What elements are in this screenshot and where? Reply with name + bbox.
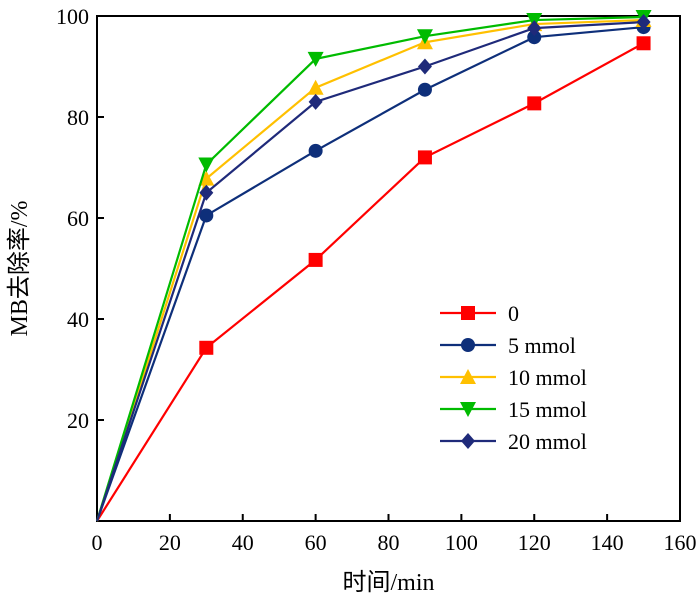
- legend-item: 0: [440, 301, 519, 326]
- legend-label: 15 mmol: [508, 397, 587, 422]
- x-tick-label: 160: [664, 530, 697, 555]
- data-point-marker: [307, 79, 324, 95]
- legend-marker: [460, 402, 476, 417]
- y-axis-title: MB去除率/%: [6, 200, 33, 336]
- x-tick-label: 0: [92, 530, 103, 555]
- data-point-marker: [416, 29, 433, 45]
- x-tick-label: 60: [305, 530, 327, 555]
- x-axis-title: 时间/min: [342, 569, 434, 596]
- data-point-marker: [527, 96, 542, 111]
- legend-item: 15 mmol: [440, 397, 587, 422]
- data-point-marker: [308, 93, 323, 110]
- axes: [96, 15, 681, 522]
- data-point-marker: [417, 58, 432, 75]
- legend-marker: [461, 338, 475, 352]
- legend-marker: [460, 369, 476, 384]
- series-line: [95, 20, 644, 522]
- data-point-marker: [308, 143, 323, 158]
- legend-label: 0: [508, 301, 519, 326]
- series-line: [96, 42, 645, 522]
- y-tick-label: 60: [67, 206, 89, 231]
- plot-area-frame: [96, 15, 681, 522]
- data-point-marker: [307, 51, 324, 67]
- x-tick-label: 120: [518, 530, 551, 555]
- legend-item: 5 mmol: [440, 333, 576, 358]
- series-line: [95, 18, 644, 522]
- data-point-marker: [417, 150, 432, 165]
- data-point-marker: [199, 340, 214, 355]
- data-point-marker: [198, 170, 215, 186]
- data-point-marker: [198, 157, 215, 173]
- data-point-marker: [527, 30, 542, 45]
- series-layer: [95, 10, 652, 522]
- legend-label: 5 mmol: [508, 333, 576, 358]
- y-tick-label: 40: [67, 307, 89, 332]
- data-point-marker: [636, 36, 651, 51]
- series-line: [95, 26, 644, 522]
- y-tick-label: 20: [67, 408, 89, 433]
- legend-label: 10 mmol: [508, 365, 587, 390]
- legend: 0 5 mmol 10 mmol 15 mmol 20 mmol: [440, 301, 587, 454]
- x-tick-label: 100: [445, 530, 478, 555]
- x-tick-label: 40: [232, 530, 254, 555]
- data-point-marker: [417, 82, 432, 97]
- axis-ticks: 0 20 40 60 80 100 120 140 160 20 40 60 80 100: [56, 4, 697, 555]
- x-tick-label: 80: [378, 530, 400, 555]
- series-line: [95, 15, 644, 522]
- data-point-marker: [199, 184, 214, 201]
- legend-label: 20 mmol: [508, 429, 587, 454]
- data-point-marker: [527, 20, 542, 37]
- series-1: [95, 20, 651, 522]
- legend-marker: [461, 433, 475, 449]
- series-0: [96, 36, 651, 522]
- legend-marker: [461, 306, 475, 320]
- y-tick-label: 100: [56, 4, 89, 29]
- legend-item: 20 mmol: [440, 429, 587, 454]
- x-tick-label: 20: [159, 530, 181, 555]
- series-4: [95, 14, 651, 522]
- data-point-marker: [199, 208, 214, 223]
- y-tick-label: 80: [67, 105, 89, 130]
- legend-item: 10 mmol: [440, 365, 587, 390]
- data-point-marker: [308, 252, 323, 267]
- x-tick-label: 140: [591, 530, 624, 555]
- data-point-marker: [636, 14, 651, 31]
